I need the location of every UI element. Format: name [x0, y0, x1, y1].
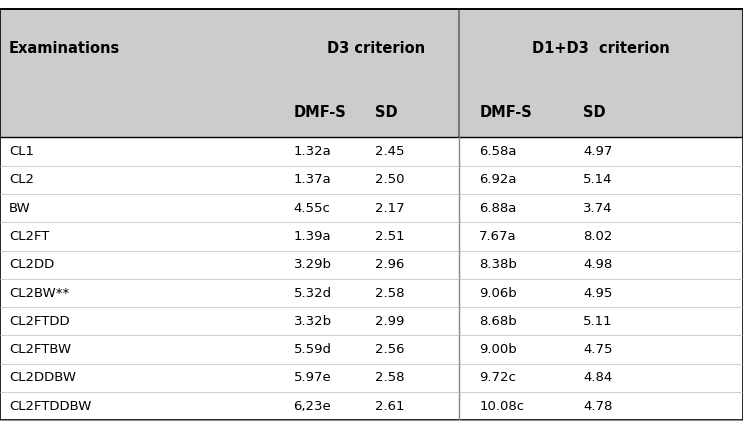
Text: 2.45: 2.45 [375, 145, 405, 158]
Text: 2.58: 2.58 [375, 372, 405, 384]
Text: 9.72c: 9.72c [479, 372, 516, 384]
Bar [0, 9, 743, 137]
Text: 3.74: 3.74 [583, 202, 613, 214]
Text: 2.51: 2.51 [375, 230, 405, 243]
Text: 4.55c: 4.55c [293, 202, 331, 214]
Text: SD: SD [583, 105, 606, 120]
Text: CL2FTBW: CL2FTBW [9, 343, 71, 356]
Text: 1.39a: 1.39a [293, 230, 331, 243]
Text: CL2DD: CL2DD [9, 258, 54, 271]
Text: 2.96: 2.96 [375, 258, 405, 271]
Text: 6,23e: 6,23e [293, 400, 331, 413]
Text: 2.61: 2.61 [375, 400, 405, 413]
Text: CL2DDBW: CL2DDBW [9, 372, 76, 384]
Text: 4.97: 4.97 [583, 145, 613, 158]
Text: 4.95: 4.95 [583, 287, 613, 299]
Text: 2.50: 2.50 [375, 173, 405, 186]
Text: BW: BW [9, 202, 30, 214]
Text: 4.78: 4.78 [583, 400, 613, 413]
Text: 5.11: 5.11 [583, 315, 613, 328]
Text: 10.08c: 10.08c [479, 400, 525, 413]
Text: 4.75: 4.75 [583, 343, 613, 356]
Text: 6.58a: 6.58a [479, 145, 516, 158]
Text: 1.32a: 1.32a [293, 145, 331, 158]
Text: Examinations: Examinations [9, 41, 120, 56]
Text: 9.06b: 9.06b [479, 287, 517, 299]
Text: 7.67a: 7.67a [479, 230, 517, 243]
Text: 6.88a: 6.88a [479, 202, 516, 214]
Text: CL1: CL1 [9, 145, 34, 158]
Text: 5.59d: 5.59d [293, 343, 331, 356]
Text: CL2FTDD: CL2FTDD [9, 315, 70, 328]
Text: 3.32b: 3.32b [293, 315, 331, 328]
Text: 3.29b: 3.29b [293, 258, 331, 271]
Text: CL2: CL2 [9, 173, 34, 186]
Text: DMF-S: DMF-S [293, 105, 346, 120]
Text: 8.38b: 8.38b [479, 258, 517, 271]
Text: 2.58: 2.58 [375, 287, 405, 299]
Text: DMF-S: DMF-S [479, 105, 532, 120]
Text: 8.68b: 8.68b [479, 315, 517, 328]
Text: CL2BW**: CL2BW** [9, 287, 69, 299]
Text: 5.97e: 5.97e [293, 372, 331, 384]
Text: 2.17: 2.17 [375, 202, 405, 214]
Text: CL2FT: CL2FT [9, 230, 49, 243]
Text: D1+D3  criterion: D1+D3 criterion [532, 41, 670, 56]
Text: 1.37a: 1.37a [293, 173, 331, 186]
Text: 4.98: 4.98 [583, 258, 612, 271]
Text: 2.99: 2.99 [375, 315, 405, 328]
Text: 5.32d: 5.32d [293, 287, 331, 299]
Text: 4.84: 4.84 [583, 372, 612, 384]
Text: 9.00b: 9.00b [479, 343, 517, 356]
Text: 2.56: 2.56 [375, 343, 405, 356]
Text: 5.14: 5.14 [583, 173, 613, 186]
Text: D3 criterion: D3 criterion [327, 41, 426, 56]
Text: 6.92a: 6.92a [479, 173, 516, 186]
Text: 8.02: 8.02 [583, 230, 613, 243]
Text: SD: SD [375, 105, 398, 120]
Text: CL2FTDDBW: CL2FTDDBW [9, 400, 91, 413]
